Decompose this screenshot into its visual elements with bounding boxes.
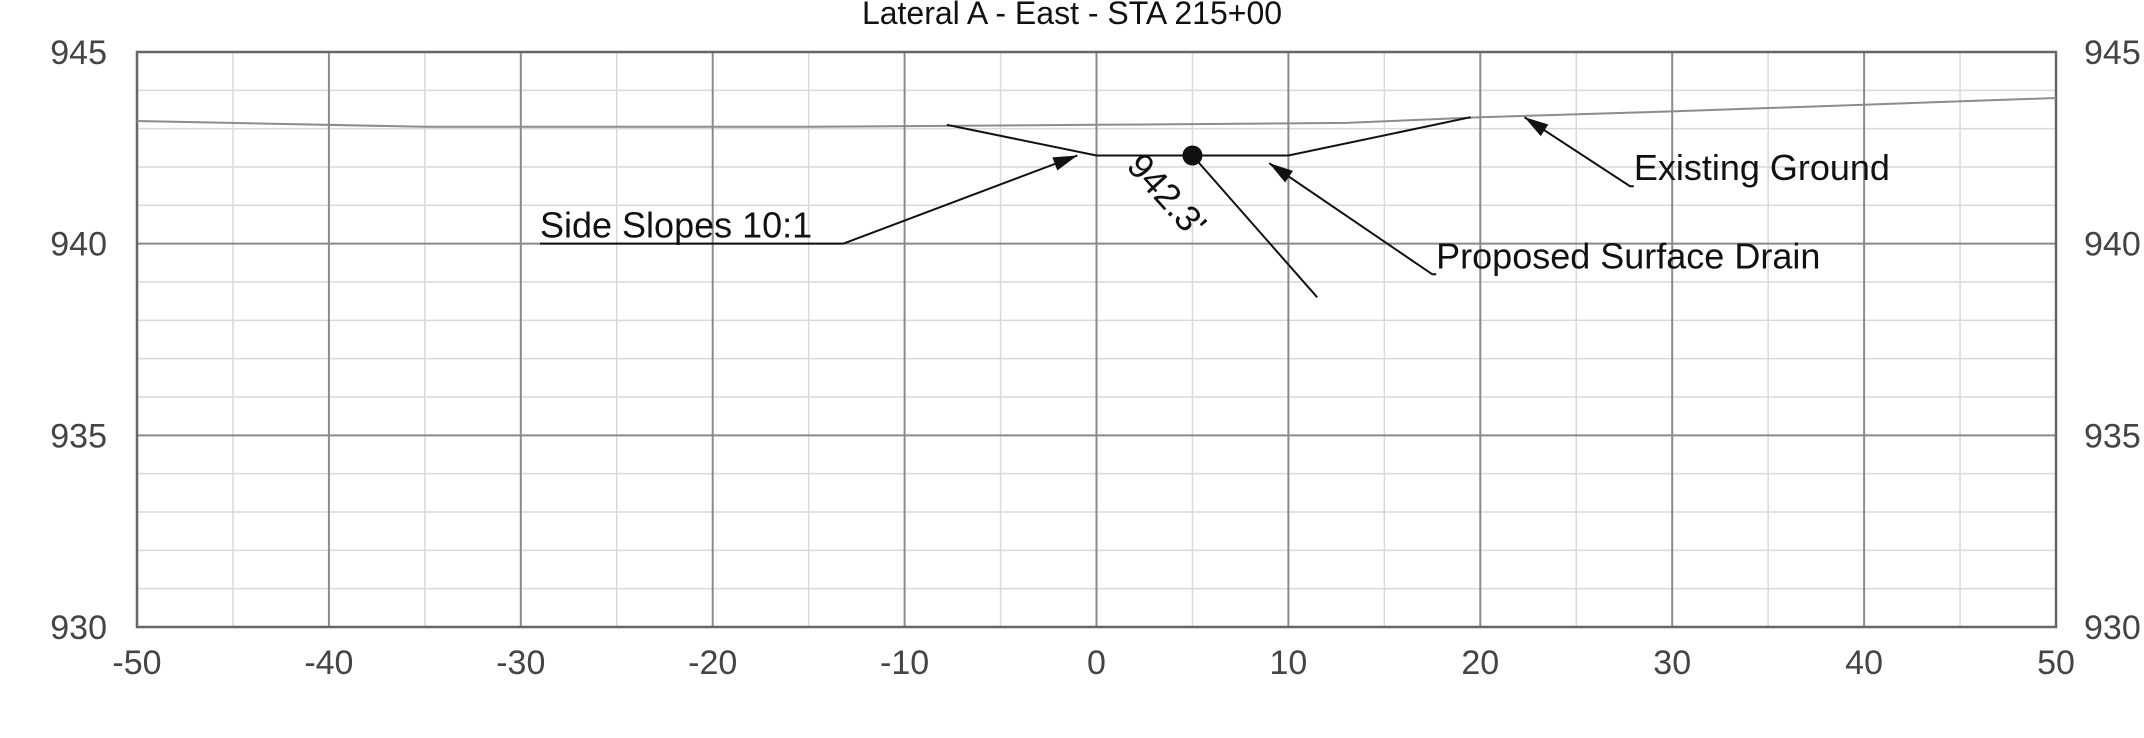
x-tick-label: -20	[688, 644, 737, 682]
proposed-surface-drain-label: Proposed Surface Drain	[1436, 235, 1820, 276]
proposed-surface-drain-leader	[1268, 162, 1437, 276]
x-tick-label: 10	[1269, 644, 1307, 682]
y-axis-tick-labels-right: 930 935 940 945	[2084, 34, 2141, 647]
y-tick-label-left: 930	[50, 609, 107, 647]
y-tick-label-left: 935	[50, 417, 107, 455]
proposed-drain-line	[946, 116, 1471, 157]
plot-frame	[135, 50, 2058, 629]
x-tick-label: -30	[496, 644, 545, 682]
existing-ground-line	[136, 97, 2057, 128]
y-tick-label-right: 935	[2084, 417, 2141, 455]
y-axis-tick-labels-left: 930 935 940 945	[50, 34, 107, 647]
proposed-surface-drain-arrowhead	[1269, 163, 1293, 183]
side-slopes-10-1-arrowhead	[1052, 155, 1078, 171]
chart-title: Lateral A - East - STA 215+00	[862, 0, 1282, 31]
x-tick-label: 50	[2037, 644, 2075, 682]
x-tick-label: -40	[304, 644, 353, 682]
x-axis-tick-labels: -50 -40 -30 -20 -10 0 10 20 30 40 50	[112, 644, 2074, 682]
elevation-leader	[1191, 154, 1318, 298]
x-tick-label: 40	[1845, 644, 1883, 682]
y-tick-label-right: 945	[2084, 34, 2141, 72]
x-tick-label: -10	[880, 644, 929, 682]
x-tick-label: 30	[1653, 644, 1691, 682]
y-tick-label-left: 945	[50, 34, 107, 72]
x-tick-label: -50	[112, 644, 161, 682]
annotation-layer: Existing Ground Proposed Surface Drain Sid…	[539, 116, 1890, 298]
side-slopes-10-1-leader	[842, 154, 1078, 245]
existing-ground-label: Existing Ground	[1634, 147, 1890, 188]
y-tick-label-left: 940	[50, 226, 107, 264]
existing-ground-leader	[1523, 116, 1634, 188]
y-tick-label-right: 940	[2084, 226, 2141, 264]
existing-ground-arrowhead	[1524, 117, 1549, 137]
y-tick-label-right: 930	[2084, 609, 2141, 647]
side-slopes-10-1-label: Side Slopes 10:1	[540, 205, 812, 246]
x-tick-label: 0	[1087, 644, 1106, 682]
x-tick-label: 20	[1461, 644, 1499, 682]
